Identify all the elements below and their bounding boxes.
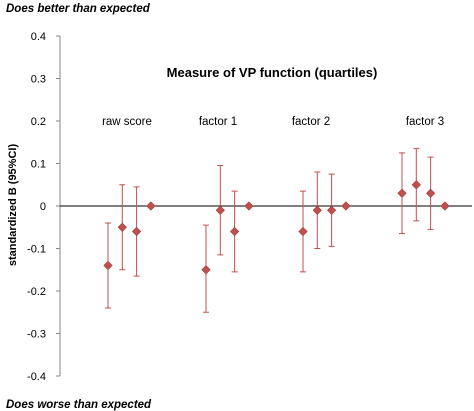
data-point-marker <box>326 205 337 215</box>
group-labels: raw score factor 1 factor 2 factor 3 <box>102 116 444 128</box>
y-tick-label: 0.4 <box>31 31 46 43</box>
data-markers <box>103 180 450 275</box>
data-point-marker <box>312 205 322 215</box>
y-tick-label: -0.2 <box>27 286 46 298</box>
y-axis-ticks: 0.4 0.3 0.2 0.1 0 -0.1 -0.2 -0.3 -0.4 <box>27 31 60 383</box>
group-label: factor 1 <box>199 116 237 128</box>
data-point-marker <box>341 201 351 211</box>
data-point-marker <box>298 226 308 237</box>
y-tick-label: -0.1 <box>27 244 46 256</box>
error-bars <box>105 148 434 313</box>
group-label: factor 2 <box>292 116 330 128</box>
chart-title: Measure of VP function (quartiles) <box>167 65 378 80</box>
y-tick-label: -0.3 <box>27 329 46 341</box>
data-point-marker <box>244 201 254 211</box>
data-point-marker <box>215 205 225 215</box>
data-point-marker <box>103 260 113 271</box>
group-label: raw score <box>102 116 152 128</box>
data-point-marker <box>440 201 450 211</box>
top-annotation: Does better than expected <box>6 3 151 15</box>
y-tick-label: 0.1 <box>31 159 46 171</box>
data-point-marker <box>229 226 240 237</box>
y-tick-label: 0 <box>40 201 46 213</box>
data-point-marker <box>131 226 142 237</box>
data-point-marker <box>201 265 211 275</box>
data-point-marker <box>425 188 436 198</box>
group-label: factor 3 <box>406 116 444 128</box>
data-point-marker <box>397 188 407 198</box>
y-tick-label: 0.3 <box>31 74 46 86</box>
data-point-marker <box>117 222 127 232</box>
y-tick-label: -0.4 <box>27 371 46 383</box>
data-point-marker <box>411 180 421 190</box>
bottom-annotation: Does worse than expected <box>6 399 152 411</box>
y-axis-label: standardized B (95%CI) <box>7 144 19 267</box>
data-point-marker <box>146 201 156 211</box>
y-tick-label: 0.2 <box>31 116 46 128</box>
